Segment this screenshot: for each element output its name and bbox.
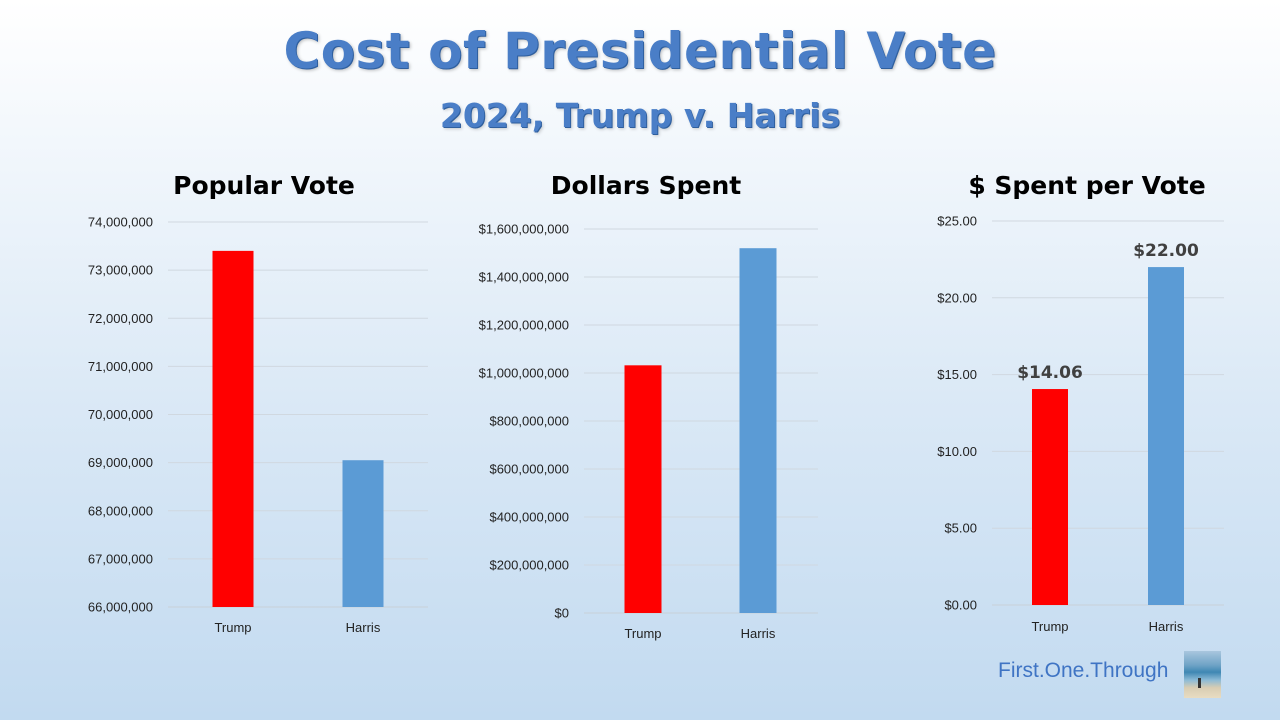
x-tick-label: Harris [346,620,381,635]
y-tick-label: $1,600,000,000 [479,222,569,237]
popular-vote-title: Popular Vote [173,171,355,200]
y-tick-label: $5.00 [944,521,977,536]
x-tick-label: Harris [1149,619,1184,634]
y-tick-label: $0 [555,606,569,621]
y-tick-label: 68,000,000 [88,503,153,518]
y-tick-label: 69,000,000 [88,455,153,470]
y-tick-label: 73,000,000 [88,263,153,278]
bar-trump [212,250,254,607]
y-tick-label: $10.00 [937,444,977,459]
y-tick-label: $1,200,000,000 [479,318,569,333]
popular-vote-group: Popular Vote 66,000,000 67,000,000 68,000,0… [88,171,428,635]
y-tick-label: $25.00 [937,214,977,229]
spent-per-vote-title: $ Spent per Vote [968,171,1205,200]
data-label: $22.00 [1133,241,1199,261]
bar-trump [624,365,662,613]
brand-label: First.One.Through [998,659,1169,682]
y-tick-label: $20.00 [937,290,977,305]
bar-harris [342,460,384,607]
bar-trump [1032,389,1068,605]
y-tick-label: 71,000,000 [88,359,153,374]
bar-harris [739,248,777,613]
x-tick-label: Trump [1031,619,1068,634]
page-title: Cost of Presidential Vote [283,22,997,80]
bar-harris [1148,267,1184,605]
y-tick-label: $15.00 [937,367,977,382]
y-tick-label: $1,400,000,000 [479,270,569,285]
beach-photo-icon [1184,651,1221,698]
x-tick-label: Harris [741,626,776,641]
y-tick-label: $600,000,000 [489,462,569,477]
y-tick-label: 72,000,000 [88,311,153,326]
spent-per-vote-group: $ Spent per Vote $0.00 $5.00 $10.00 $15.00 $2… [937,171,1224,634]
y-tick-label: $1,000,000,000 [479,366,569,381]
y-tick-label: $200,000,000 [489,558,569,573]
y-tick-label: 70,000,000 [88,407,153,422]
dollars-spent-group: Dollars Spent $0 $200,000,000 $400,000,000 $… [479,171,818,641]
y-tick-label: 74,000,000 [88,215,153,230]
y-tick-label: $800,000,000 [489,414,569,429]
y-tick-label: 67,000,000 [88,551,153,566]
x-tick-label: Trump [214,620,251,635]
y-tick-label: 66,000,000 [88,600,153,615]
page-subtitle: 2024, Trump v. Harris [439,96,841,135]
y-tick-label: $400,000,000 [489,510,569,525]
dollars-spent-title: Dollars Spent [551,171,742,200]
x-tick-label: Trump [624,626,661,641]
y-tick-label: $0.00 [944,598,977,613]
data-label: $14.06 [1017,363,1083,383]
